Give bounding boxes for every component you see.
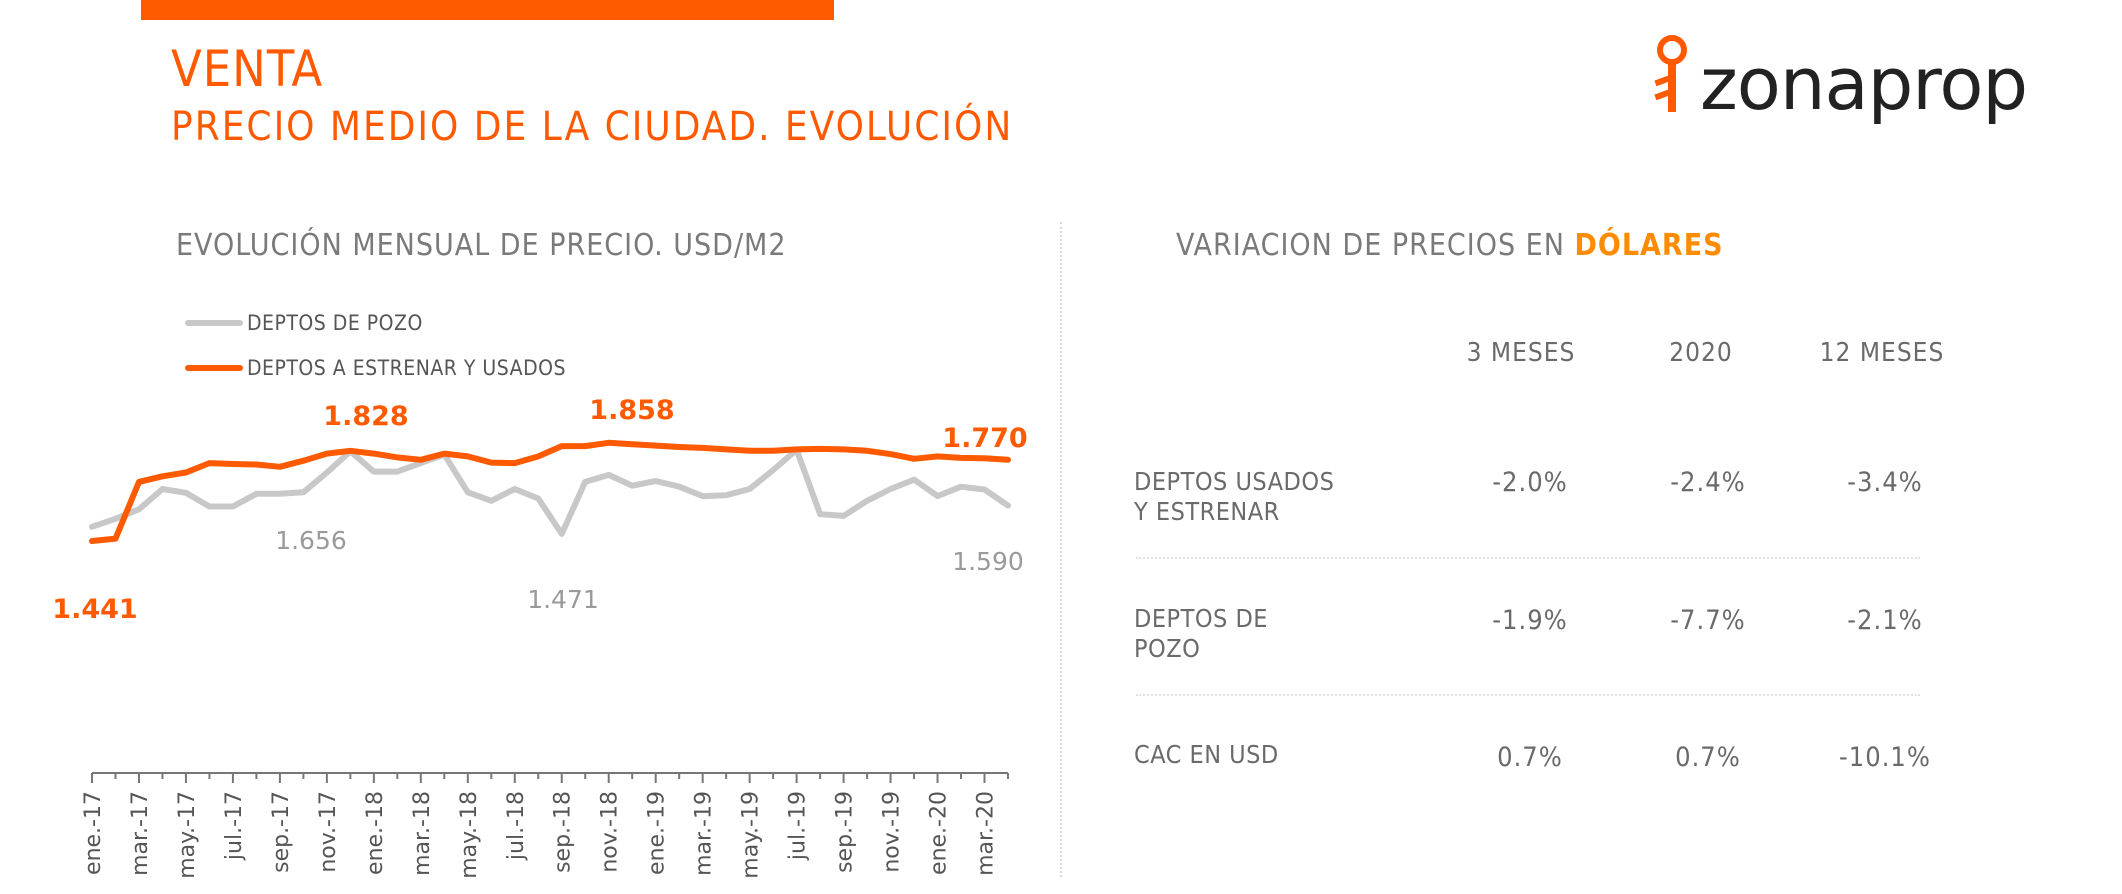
x-tick-label: nov.-19: [880, 791, 905, 873]
row-label-cac: CAC EN USD: [1134, 740, 1279, 769]
series-line-pozo: [89, 446, 1011, 537]
data-label: 1.770: [942, 423, 1027, 454]
x-tick-label: mar.-20: [974, 791, 999, 876]
cell-pozo-3m: -1.9%: [1492, 605, 1568, 636]
x-tick-label: sep.-19: [833, 791, 858, 873]
cell-usados-12m: -3.4%: [1847, 467, 1923, 498]
x-tick-label: jul.-18: [504, 791, 529, 861]
price-evolution-chart: ene.-17 mar.-17 may.-17 jul.-17 sep.-17 nov.-…: [52, 395, 1027, 879]
x-tick-label: sep.-18: [551, 791, 576, 873]
x-tick-label: ene.-18: [363, 791, 388, 875]
data-label: 1.471: [527, 585, 599, 614]
x-tick-label: may.-19: [739, 791, 764, 879]
legend-item-estrenar: DEPTOS A ESTRENAR Y USADOS: [185, 345, 566, 390]
x-tick-label: mar.-17: [128, 791, 153, 876]
chart-legend: DEPTOS DE POZO DEPTOS A ESTRENAR Y USADO…: [185, 300, 566, 390]
x-tick-label: ene.-20: [927, 791, 952, 875]
variation-subtitle: VARIACION DE PRECIOS EN DÓLARES: [1176, 228, 1724, 263]
x-tick-label: jul.-17: [222, 791, 247, 861]
page-subtitle: PRECIO MEDIO DE LA CIUDAD. EVOLUCIÓN: [171, 104, 1014, 150]
cell-pozo-2020: -7.7%: [1670, 605, 1746, 636]
x-tick-label: mar.-18: [410, 791, 435, 876]
x-tick-label: nov.-17: [316, 791, 341, 873]
variation-subtitle-prefix: VARIACION DE PRECIOS EN: [1176, 228, 1575, 263]
legend-label-pozo: DEPTOS DE POZO: [247, 310, 423, 335]
data-label: 1.656: [275, 526, 347, 555]
legend-label-estrenar: DEPTOS A ESTRENAR Y USADOS: [247, 355, 566, 380]
x-tick-label: may.-18: [457, 791, 482, 879]
x-tick-label: nov.-18: [598, 791, 623, 873]
data-label: 1.828: [323, 401, 408, 432]
row-separator: [1136, 694, 1920, 696]
row-label-pozo: DEPTOS DE POZO: [1134, 604, 1268, 663]
column-header-12-meses: 12 MESES: [1819, 338, 1945, 368]
x-tick-label: mar.-19: [692, 791, 717, 876]
zonaprop-logo: zonaprop: [1645, 30, 2045, 130]
legend-swatch-estrenar: [185, 364, 243, 371]
variation-subtitle-accent: DÓLARES: [1574, 228, 1724, 263]
x-tick-label: jul.-19: [786, 791, 811, 861]
column-header-3-meses: 3 MESES: [1466, 338, 1576, 368]
data-label: 1.858: [589, 395, 674, 426]
key-icon: [1654, 35, 1687, 112]
cell-cac-3m: 0.7%: [1497, 742, 1563, 773]
data-label: 1.590: [952, 547, 1024, 576]
x-tick-label: sep.-17: [269, 791, 294, 873]
legend-item-pozo: DEPTOS DE POZO: [185, 300, 566, 345]
legend-swatch-pozo: [185, 319, 243, 326]
data-label: 1.441: [52, 594, 137, 625]
x-tick-label: ene.-17: [81, 791, 106, 875]
row-separator: [1136, 557, 1920, 559]
panel-divider: [1060, 222, 1062, 877]
x-tick-label: may.-17: [175, 791, 200, 879]
top-accent-bar: [141, 0, 834, 20]
page-title: VENTA: [171, 40, 324, 98]
series-line-estrenar: [89, 439, 1011, 544]
cell-cac-12m: -10.1%: [1839, 742, 1931, 773]
cell-usados-3m: -2.0%: [1492, 467, 1568, 498]
logo-wordmark: zonaprop: [1700, 42, 2028, 126]
cell-pozo-12m: -2.1%: [1847, 605, 1923, 636]
cell-cac-2020: 0.7%: [1675, 742, 1741, 773]
cell-usados-2020: -2.4%: [1670, 467, 1746, 498]
x-tick-label: ene.-19: [645, 791, 670, 875]
column-header-2020: 2020: [1669, 338, 1733, 368]
row-label-usados: DEPTOS USADOS Y ESTRENAR: [1134, 467, 1335, 526]
chart-subtitle: EVOLUCIÓN MENSUAL DE PRECIO. USD/M2: [176, 228, 787, 263]
